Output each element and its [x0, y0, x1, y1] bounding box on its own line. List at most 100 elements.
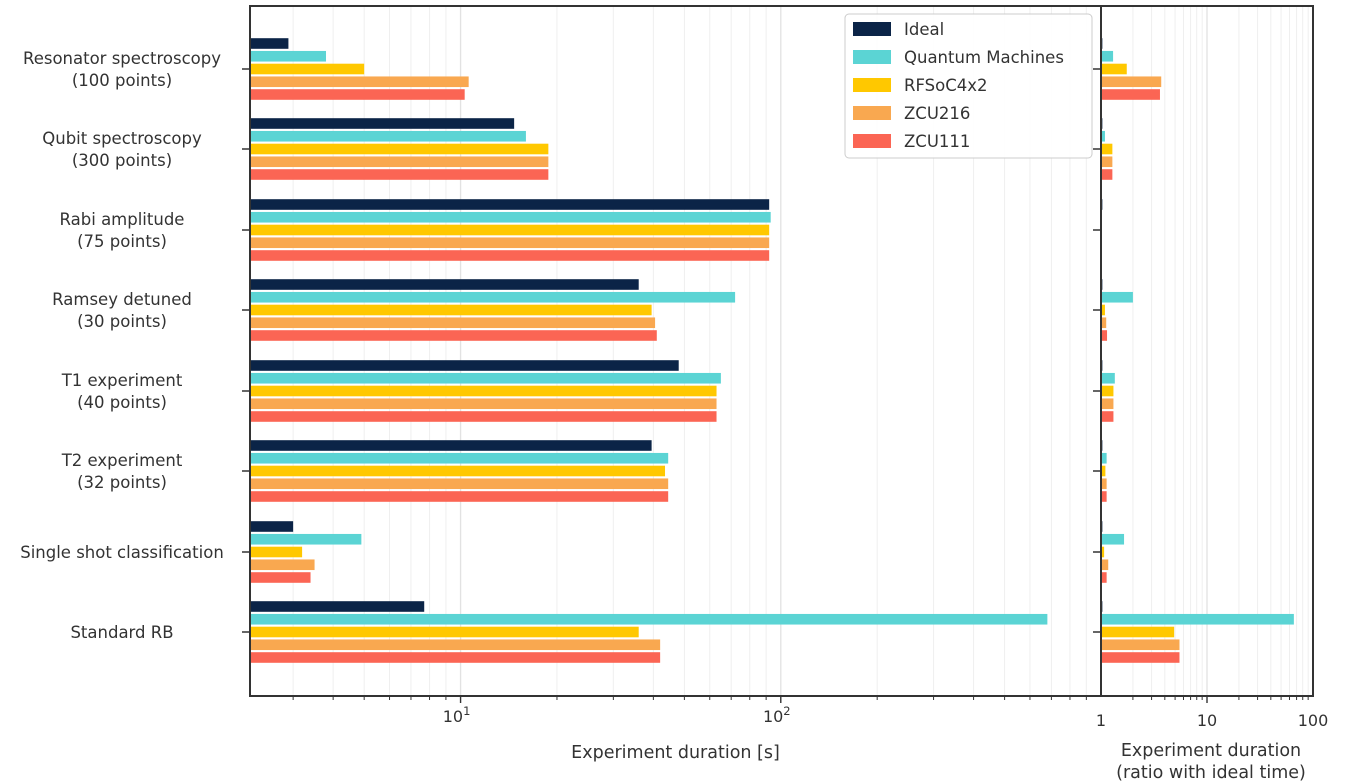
- duration-bar-zcu111: [250, 250, 770, 261]
- ratio-bar-rfsoc4x2: [1101, 626, 1175, 638]
- duration-bar-zcu111: [250, 491, 669, 502]
- ratio-bar-rfsoc4x2: [1101, 304, 1105, 316]
- legend-label: ZCU216: [904, 104, 970, 123]
- ratio-bar-quantum-machines: [1101, 50, 1114, 62]
- category-label: T1 experiment: [61, 371, 183, 390]
- ratio-bar-quantum-machines: [1101, 372, 1115, 384]
- ratio-bar-zcu111: [1101, 491, 1107, 502]
- duration-bar-quantum-machines: [250, 372, 721, 384]
- duration-bar-quantum-machines: [250, 452, 669, 464]
- duration-bar-rfsoc4x2: [250, 143, 549, 155]
- ratio-bar-rfsoc4x2: [1101, 143, 1113, 155]
- category-label: (32 points): [77, 473, 167, 492]
- duration-bar-ideal: [250, 38, 289, 49]
- duration-bar-quantum-machines: [250, 533, 362, 545]
- ratio-bar-quantum-machines: [1101, 130, 1105, 142]
- duration-tick-label: 102: [763, 704, 791, 726]
- ratio-bar-zcu216: [1101, 478, 1107, 490]
- ratio-bar-zcu216: [1101, 317, 1107, 329]
- duration-bar-rfsoc4x2: [250, 546, 303, 558]
- duration-bar-zcu216: [250, 76, 469, 88]
- category-label: (40 points): [77, 393, 167, 412]
- ratio-tick-label: 1: [1096, 711, 1106, 730]
- ratio-bar-rfsoc4x2: [1101, 465, 1106, 477]
- duration-bar-ideal: [250, 360, 679, 371]
- category-label: T2 experiment: [61, 451, 183, 470]
- category-label: (300 points): [72, 151, 172, 170]
- ratio-tick-label: 100: [1298, 711, 1329, 730]
- legend-box: [844, 13, 1093, 159]
- legend-label: RFSoC4x2: [904, 76, 988, 95]
- duration-bar-rfsoc4x2: [250, 465, 666, 477]
- duration-bar-quantum-machines: [250, 50, 327, 62]
- duration-bar-zcu216: [250, 639, 661, 651]
- category-label: Standard RB: [70, 623, 173, 642]
- legend-swatch: [853, 50, 891, 64]
- duration-bar-ideal: [250, 601, 425, 612]
- duration-bar-zcu111: [250, 330, 657, 341]
- duration-bar-ideal: [250, 199, 770, 210]
- ratio-bar-zcu216: [1101, 76, 1162, 88]
- duration-bar-zcu216: [250, 317, 656, 329]
- category-label: Rabi amplitude: [60, 210, 185, 229]
- duration-bar-zcu216: [250, 398, 717, 410]
- legend-swatch: [853, 106, 891, 120]
- duration-bar-rfsoc4x2: [250, 626, 639, 638]
- ratio-axis-title: (ratio with ideal time): [1116, 763, 1306, 783]
- ratio-bar-zcu111: [1101, 652, 1180, 663]
- ratio-axis-title: Experiment duration: [1121, 741, 1301, 761]
- ratio-bar-quantum-machines: [1101, 613, 1294, 625]
- duration-bar-rfsoc4x2: [250, 304, 652, 316]
- ratio-bar-zcu111: [1101, 330, 1108, 341]
- category-label: (75 points): [77, 232, 167, 251]
- axes-layer: Resonator spectroscopy (100 points) Qubit …: [20, 5, 1329, 783]
- ratio-bar-quantum-machines: [1101, 291, 1133, 303]
- grid-layer: [292, 6, 1309, 696]
- category-label: (30 points): [77, 312, 167, 331]
- duration-bar-rfsoc4x2: [250, 63, 365, 75]
- duration-bar-quantum-machines: [250, 211, 771, 223]
- ratio-bar-zcu216: [1101, 398, 1114, 410]
- ratio-bar-zcu111: [1101, 411, 1114, 422]
- duration-bar-zcu216: [250, 237, 770, 249]
- duration-bar-rfsoc4x2: [250, 385, 717, 397]
- duration-bar-ideal: [250, 440, 652, 451]
- duration-bar-ideal: [250, 521, 294, 532]
- ratio-bar-quantum-machines: [1101, 452, 1107, 464]
- ratio-bar-zcu111: [1101, 572, 1107, 583]
- legend-label: Quantum Machines: [904, 48, 1064, 67]
- ratio-bar-rfsoc4x2: [1101, 385, 1114, 397]
- duration-bar-quantum-machines: [250, 291, 736, 303]
- duration-tick-label: 101: [443, 704, 471, 726]
- category-label: (100 points): [72, 71, 172, 90]
- duration-bar-zcu216: [250, 559, 315, 571]
- duration-bar-ideal: [250, 118, 515, 129]
- bars-layer: [250, 38, 1294, 663]
- legend-swatch: [853, 78, 891, 92]
- ratio-bar-zcu216: [1101, 639, 1180, 651]
- ratio-bar-zcu111: [1101, 169, 1113, 180]
- duration-bar-quantum-machines: [250, 613, 1048, 625]
- duration-axis-title: Experiment duration [s]: [571, 743, 780, 763]
- legend-label: ZCU111: [904, 132, 970, 151]
- ratio-bar-rfsoc4x2: [1101, 63, 1127, 75]
- duration-bar-zcu111: [250, 169, 549, 180]
- ratio-bar-quantum-machines: [1101, 533, 1125, 545]
- legend-swatch: [853, 22, 891, 36]
- ratio-bar-zcu216: [1101, 156, 1113, 168]
- category-label: Ramsey detuned: [52, 290, 192, 309]
- ratio-bar-zcu111: [1101, 89, 1160, 100]
- ratio-bar-zcu216: [1101, 559, 1109, 571]
- duration-bar-zcu216: [250, 478, 669, 490]
- legend-swatch: [853, 134, 891, 148]
- ratio-bar-rfsoc4x2: [1101, 546, 1105, 558]
- legend: Ideal Quantum Machines RFSoC4x2 ZCU216 ZCU11…: [844, 13, 1093, 159]
- duration-bar-zcu111: [250, 89, 465, 100]
- category-label: Qubit spectroscopy: [42, 129, 202, 148]
- duration-bar-ideal: [250, 279, 639, 290]
- duration-bar-quantum-machines: [250, 130, 526, 142]
- duration-bar-zcu216: [250, 156, 549, 168]
- duration-bar-zcu111: [250, 652, 661, 663]
- ratio-tick-label: 10: [1197, 711, 1217, 730]
